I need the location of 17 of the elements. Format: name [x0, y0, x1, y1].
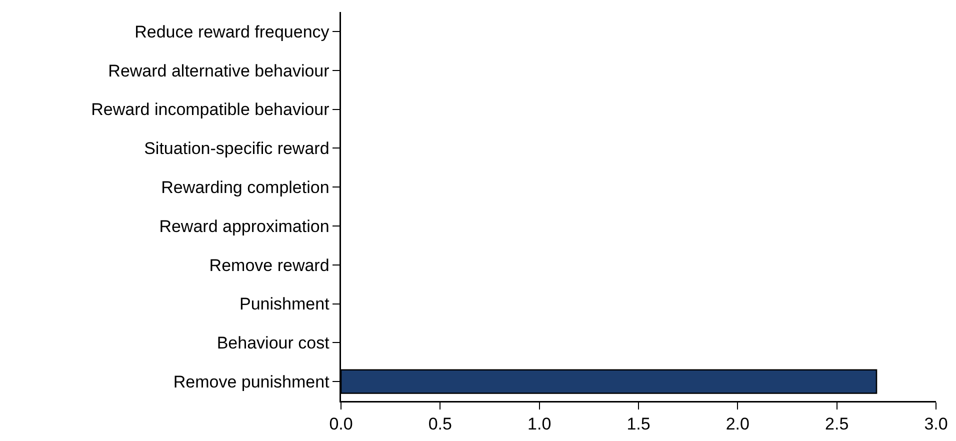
x-tick-label: 2.5 — [825, 414, 849, 434]
y-tick-label: Situation-specific reward — [144, 139, 330, 158]
y-tick-label: Reward approximation — [159, 216, 330, 236]
y-tick-label: Reward incompatible behaviour — [91, 100, 330, 120]
y-tick-label: Punishment — [240, 294, 330, 314]
y-tick-label: Rewarding completion — [161, 178, 330, 197]
x-tick-label: 1.0 — [528, 414, 552, 434]
y-tick-label: Remove reward — [209, 256, 330, 275]
y-tick-label: Reduce reward frequency — [134, 22, 330, 42]
y-tick-label: Reward alternative behaviour — [108, 61, 330, 80]
x-tick-label: 3.0 — [924, 414, 948, 434]
x-tick-label: 0.0 — [329, 414, 353, 434]
y-tick-label: Behaviour cost — [216, 334, 330, 353]
x-tick-label: 1.5 — [626, 414, 650, 434]
x-tick-label: 2.0 — [726, 414, 750, 434]
y-tick-label: Remove punishment — [173, 372, 330, 392]
x-tick-label: 0.5 — [428, 414, 452, 434]
